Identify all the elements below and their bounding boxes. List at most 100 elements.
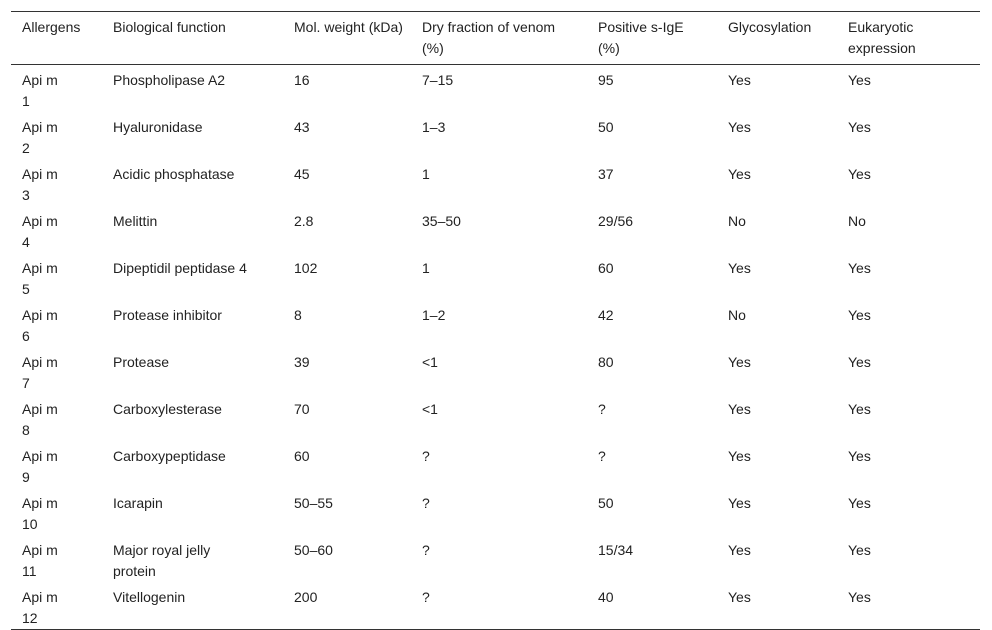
table-cell: ?: [422, 589, 430, 605]
table-body: Api m 1 Phospholipase A2 16 7–15 95 Yes Yes Api…: [11, 65, 980, 630]
table-cell: Phospholipase A2: [113, 72, 226, 88]
table-cell: 1–2: [422, 307, 446, 323]
table-cell: Yes: [848, 166, 871, 182]
table-row: Api m 10 Icarapin 50–55? 50 Yes Yes: [11, 488, 980, 535]
table-cell: No: [728, 213, 746, 229]
table-cell: Yes: [728, 448, 751, 464]
allergen-table: Allergens Biological function Mol. weight …: [11, 11, 980, 630]
table-row: Api m 9 Carboxypeptidase 60?? Yes Yes: [11, 441, 980, 488]
table-cell: 15/34: [598, 542, 634, 558]
table-cell: Api m 6: [22, 307, 58, 344]
table-cell: 43: [294, 119, 310, 135]
table-row: Api m 7 Protease 39 <1 80 Yes Yes: [11, 347, 980, 394]
table-cell: Yes: [848, 307, 871, 323]
table-cell: Api m 5: [22, 260, 58, 297]
table-cell: 1: [422, 166, 430, 182]
table-cell: 50: [598, 495, 614, 511]
table-row: Api m 2 Hyaluronidase 43 1–3 50 Yes Yes: [11, 112, 980, 159]
table-cell: Protease inhibitor: [113, 307, 222, 323]
table-cell: ?: [598, 448, 606, 464]
table-cell: Melittin: [113, 213, 158, 229]
table-cell: Yes: [728, 354, 751, 370]
table-cell: Yes: [728, 166, 751, 182]
table-cell: Api m 9: [22, 448, 58, 485]
table-cell: 42: [598, 307, 614, 323]
table-cell: 29/56: [598, 213, 634, 229]
table-row: Api m 3 Acidic phosphatase 45 1 37 Yes Yes: [11, 159, 980, 206]
table-row: Api m 6 Protease inhibitor 8 1–2 42 No Yes: [11, 300, 980, 347]
table-cell: Carboxypeptidase: [113, 448, 226, 464]
table-cell: Yes: [728, 72, 751, 88]
table-cell: Dipeptidil peptidase 4: [113, 260, 247, 276]
table-cell: 37: [598, 166, 614, 182]
table-cell: Yes: [848, 542, 871, 558]
table-cell: 40: [598, 589, 614, 605]
table-cell: <1: [422, 401, 438, 417]
table-cell: 8: [294, 307, 302, 323]
table-cell: Yes: [848, 119, 871, 135]
table-cell: 35–50: [422, 213, 461, 229]
table-cell: 50–55: [294, 495, 333, 511]
table-cell: 50: [598, 119, 614, 135]
header-cell: Allergens: [22, 19, 81, 35]
header-cell: Positive s-IgE (%): [598, 19, 684, 56]
table-cell: Acidic phosphatase: [113, 166, 235, 182]
table-cell: 80: [598, 354, 614, 370]
table-cell: 50–60: [294, 542, 333, 558]
table-cell: ?: [422, 495, 430, 511]
header-row: Allergens Biological function Mol. weight …: [11, 11, 980, 65]
table-cell: Yes: [728, 589, 751, 605]
table-cell: Carboxylesterase: [113, 401, 222, 417]
table-cell: Yes: [848, 72, 871, 88]
header-cell: Eukaryotic expression: [848, 19, 916, 56]
table-cell: Api m 2: [22, 119, 58, 156]
table-cell: 60: [294, 448, 310, 464]
table-row: Api m 5 Dipeptidil peptidase 4 102 1 60 Yes Ye…: [11, 253, 980, 300]
table-cell: 2.8: [294, 213, 314, 229]
table-row: Api m 12 Vitellogenin 200? 40 Yes Yes: [11, 582, 980, 630]
table-cell: Api m 7: [22, 354, 58, 391]
table-cell: Yes: [728, 495, 751, 511]
table-row: Api m 8 Carboxylesterase 70 <1? Yes Yes: [11, 394, 980, 441]
table-cell: 16: [294, 72, 310, 88]
table-cell: 60: [598, 260, 614, 276]
table-row: Api m 1 Phospholipase A2 16 7–15 95 Yes Yes: [11, 65, 980, 113]
table-cell: 7–15: [422, 72, 454, 88]
table-cell: 1: [422, 260, 430, 276]
table-cell: Protease: [113, 354, 170, 370]
table-cell: Vitellogenin: [113, 589, 186, 605]
table-cell: Api m 4: [22, 213, 58, 250]
header-cell: Biological function: [113, 19, 226, 35]
table-cell: Yes: [848, 589, 871, 605]
page: Allergens Biological function Mol. weight …: [11, 11, 980, 630]
table-cell: Yes: [848, 260, 871, 276]
table-cell: <1: [422, 354, 438, 370]
table-cell: Yes: [848, 495, 871, 511]
table-cell: No: [728, 307, 746, 323]
table-cell: Major royal jelly protein: [113, 542, 211, 579]
table-cell: 70: [294, 401, 310, 417]
table-cell: Yes: [848, 354, 871, 370]
table-cell: 102: [294, 260, 318, 276]
table-cell: ?: [598, 401, 606, 417]
table-cell: Api m 11: [22, 542, 58, 579]
table-cell: Api m 10: [22, 495, 58, 532]
header-cell: Dry fraction of venom (%): [422, 19, 556, 56]
table-cell: Yes: [848, 448, 871, 464]
table-row: Api m 11 Major royal jelly protein 50–60? 1…: [11, 535, 980, 582]
table-cell: ?: [422, 542, 430, 558]
header-cell: Glycosylation: [728, 19, 812, 35]
table-cell: 95: [598, 72, 614, 88]
table-cell: 45: [294, 166, 310, 182]
table-cell: 39: [294, 354, 310, 370]
table-cell: Api m 12: [22, 589, 58, 626]
table-cell: Yes: [728, 260, 751, 276]
table-header: Allergens Biological function Mol. weight …: [11, 11, 980, 65]
table-cell: Yes: [728, 401, 751, 417]
table-cell: 200: [294, 589, 318, 605]
table-cell: Api m 3: [22, 166, 58, 203]
table-cell: Yes: [848, 401, 871, 417]
table-cell: Hyaluronidase: [113, 119, 203, 135]
table-cell: 1–3: [422, 119, 446, 135]
table-cell: No: [848, 213, 866, 229]
